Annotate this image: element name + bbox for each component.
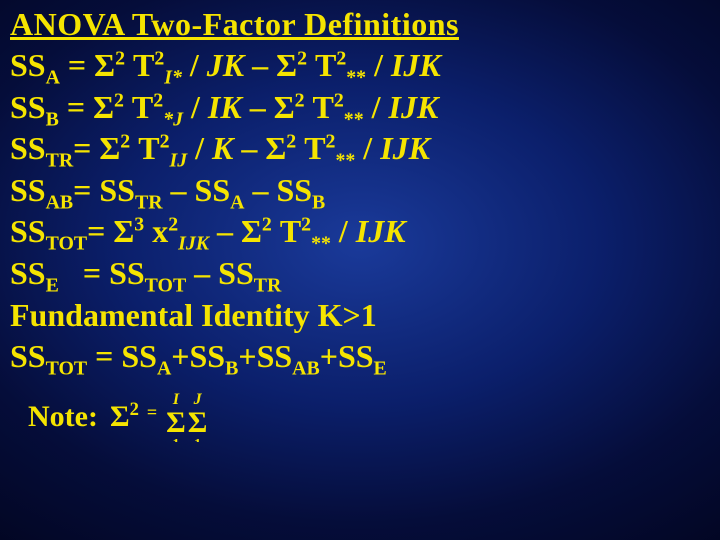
equation-sstr: SSTR= Σ2 T2IJ / K – Σ2 T2** / IJK — [10, 128, 710, 170]
note-row: Note: Σ2 = I Σ 1 J Σ 1 — [10, 392, 710, 442]
equation-identity: SSTOT = SSA+SSB+SSAB+SSE — [10, 336, 710, 378]
note-label: Note: — [28, 400, 98, 434]
equation-ssa: SSA = Σ2 T2I* / JK – Σ2 T2** / IJK — [10, 45, 710, 87]
equation-sstot: SSTOT= Σ3 x2IJK – Σ2 T2** / IJK — [10, 211, 710, 253]
sigma-squared: Σ2 — [110, 400, 139, 434]
equation-ssb: SSB = Σ2 T2*J / IK – Σ2 T2** / IJK — [10, 87, 710, 129]
equation-ssab: SSAB= SSTR – SSA – SSB — [10, 170, 710, 212]
equation-sse: SSE = SSTOT – SSTR — [10, 253, 710, 295]
page-title: ANOVA Two-Factor Definitions — [10, 6, 710, 43]
fundamental-identity-label: Fundamental Identity K>1 — [10, 295, 710, 337]
equals-sign: = — [147, 402, 157, 423]
double-summation: I Σ 1 J Σ 1 — [165, 392, 208, 442]
